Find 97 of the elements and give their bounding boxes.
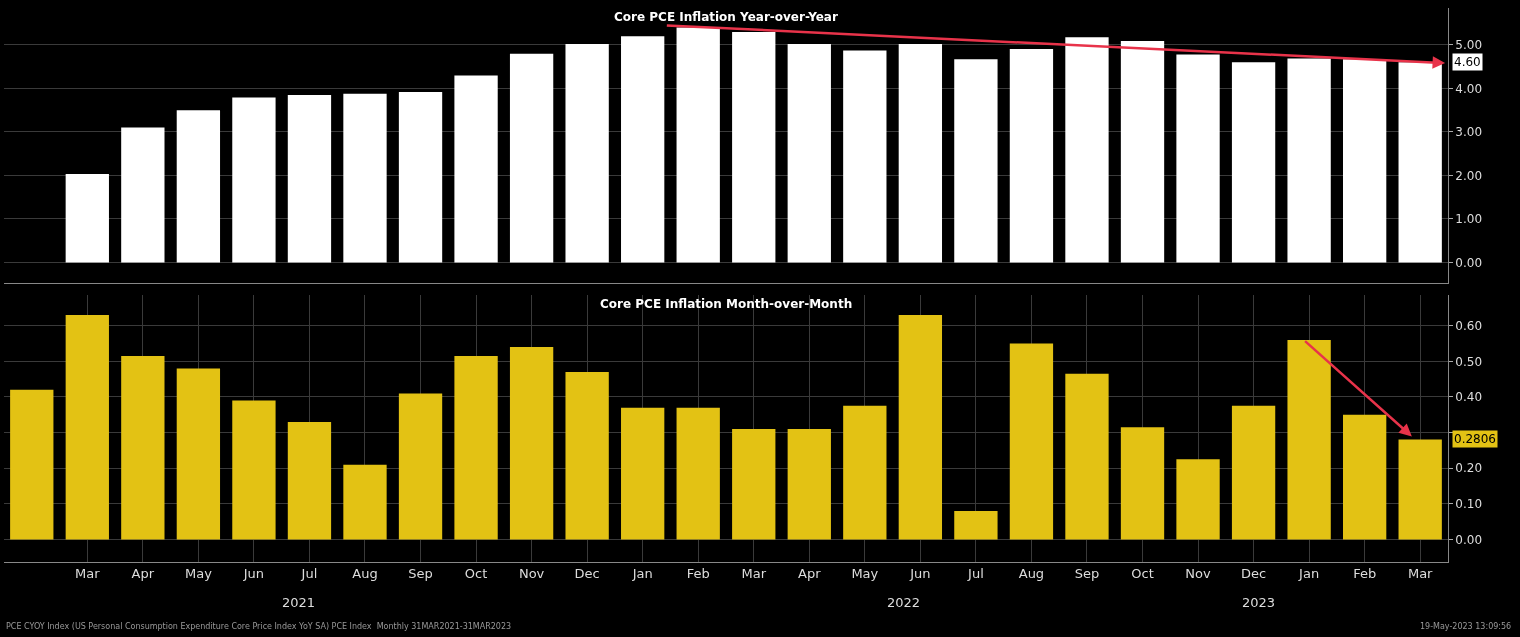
y-tick-label: 0.20 [1455,461,1483,476]
bar [454,75,498,263]
bar [1343,59,1387,263]
bar [454,355,498,540]
text: 0.2806 [1454,432,1496,446]
y-tick-label: 0.00 [1455,255,1483,270]
bar [343,93,387,263]
x-tick-label: Jul [967,566,984,582]
bar [65,174,109,263]
bar [954,59,998,263]
bar [565,372,609,540]
bar [621,36,665,263]
bar [176,110,221,263]
bar [1287,58,1331,263]
bar [732,429,776,540]
x-tick-label: Jan [1298,566,1320,582]
x-tick-label: Dec [574,566,600,582]
x-tick-label: Sep [408,566,433,582]
bar [398,393,443,540]
bar [121,355,165,540]
x-tick-label: Mar [75,566,101,582]
bar [509,53,554,263]
x-tick-label: Jun [242,566,265,582]
text: 4.60 [1454,55,1481,69]
x-tick-label: Aug [352,566,378,582]
bar [1398,62,1442,263]
bar [1176,459,1220,540]
x-tick-label: Aug [1018,566,1045,582]
x-tick-label: Jan [631,566,653,582]
bar [732,31,776,263]
x-tick-label: Sep [1074,566,1100,582]
bar [287,421,332,540]
text: 2023 [1242,595,1276,610]
bar [1398,439,1442,540]
bar [176,368,221,540]
bar [843,50,887,263]
bar [1287,339,1331,540]
x-tick-label: Feb [686,566,710,582]
bar [621,407,665,540]
bar [1176,54,1220,263]
bar [843,405,887,540]
x-tick-label: Dec [1241,566,1267,582]
bar [1065,373,1109,540]
y-tick-label: 4.00 [1455,81,1483,96]
bar [10,389,54,540]
y-tick-label: 1.00 [1455,212,1483,227]
bar [65,314,109,540]
y-tick-label: 2.00 [1455,168,1483,183]
bar [232,97,276,263]
chart-title: Core PCE Inflation Month-over-Month [600,297,853,311]
x-tick-label: Nov [1185,566,1212,582]
bar [787,429,831,540]
x-tick-label: Nov [518,566,545,582]
y-tick-label: 3.00 [1455,125,1483,140]
x-tick-label: Jun [909,566,931,582]
y-tick-label: 0.10 [1455,497,1483,512]
x-tick-label: Apr [131,566,155,582]
y-tick-label: 0.00 [1455,532,1483,547]
bar [954,510,998,540]
bar [1231,405,1276,540]
x-tick-label: Oct [464,566,488,582]
bar [898,44,943,263]
bar [676,27,720,263]
x-tick-label: Feb [1353,566,1377,582]
bar [232,400,276,540]
x-tick-label: Oct [1131,566,1154,582]
bar [1009,343,1054,540]
bar [287,94,332,263]
y-tick-label: 0.50 [1455,354,1483,369]
bar [398,91,443,263]
y-tick-label: 0.40 [1455,390,1483,405]
text: 2022 [887,595,921,610]
chart-title: Core PCE Inflation Year-over-Year [614,10,838,24]
x-tick-label: Mar [741,566,767,582]
x-tick-label: Mar [1407,566,1434,582]
bar [787,44,831,263]
x-tick-label: May [851,566,879,582]
bar [1009,48,1054,263]
bar [343,464,387,540]
bar [1120,41,1165,263]
text: 19-May-2023 13:09:56 [1420,622,1512,631]
bar [121,127,165,263]
x-tick-label: May [184,566,213,582]
bar [565,44,609,263]
bar [1120,427,1165,540]
bar [1231,62,1276,263]
bar [676,407,720,540]
x-tick-label: Jul [300,566,318,582]
text: PCE CYOY Index (US Personal Consumption Expenditure Core Price Index YoY SA) PCE Index Monthly 31MAR2021-31MAR2023 [6,622,512,631]
text: 2021 [282,595,316,610]
y-tick-label: 0.60 [1455,318,1483,333]
bar [1343,414,1387,540]
bar [1065,37,1109,263]
y-tick-label: 5.00 [1455,38,1483,53]
x-tick-label: Apr [798,566,822,582]
bar [509,347,554,540]
bar [898,314,943,540]
